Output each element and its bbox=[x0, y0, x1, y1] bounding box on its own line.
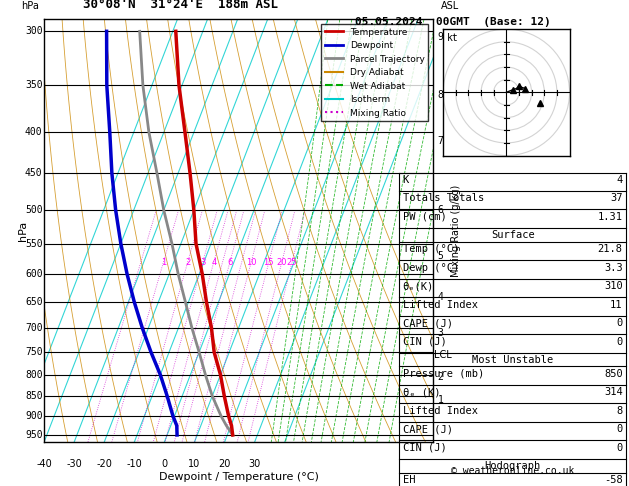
Text: 37: 37 bbox=[610, 193, 623, 204]
Text: 3.3: 3.3 bbox=[604, 262, 623, 273]
Text: CIN (J): CIN (J) bbox=[403, 336, 447, 347]
Text: Temp (°C): Temp (°C) bbox=[403, 244, 459, 254]
Text: Lifted Index: Lifted Index bbox=[403, 406, 477, 416]
Text: 950: 950 bbox=[25, 430, 43, 440]
Text: 8: 8 bbox=[616, 406, 623, 416]
Text: km
ASL: km ASL bbox=[441, 0, 459, 11]
Text: 0: 0 bbox=[616, 424, 623, 434]
Text: 30°08'N  31°24'E  188m ASL: 30°08'N 31°24'E 188m ASL bbox=[82, 0, 277, 11]
Text: 1: 1 bbox=[438, 395, 443, 405]
Text: 0: 0 bbox=[161, 459, 167, 469]
Text: Dewpoint / Temperature (°C): Dewpoint / Temperature (°C) bbox=[159, 472, 318, 482]
Text: 900: 900 bbox=[25, 411, 43, 421]
Text: 2: 2 bbox=[438, 372, 443, 382]
Text: 4: 4 bbox=[616, 175, 623, 185]
Text: 3: 3 bbox=[438, 328, 443, 338]
Text: 6: 6 bbox=[227, 258, 233, 267]
Text: 6: 6 bbox=[438, 205, 443, 215]
Text: 21.8: 21.8 bbox=[598, 244, 623, 254]
Text: 3: 3 bbox=[200, 258, 206, 267]
Text: CAPE (J): CAPE (J) bbox=[403, 424, 452, 434]
Text: 300: 300 bbox=[25, 26, 43, 36]
Text: 0: 0 bbox=[616, 443, 623, 453]
Text: CAPE (J): CAPE (J) bbox=[403, 318, 452, 328]
Text: -58: -58 bbox=[604, 475, 623, 485]
Text: PW (cm): PW (cm) bbox=[403, 212, 447, 222]
Text: 314: 314 bbox=[604, 387, 623, 398]
Text: 20: 20 bbox=[277, 258, 287, 267]
Text: 0: 0 bbox=[616, 336, 623, 347]
Text: Surface: Surface bbox=[491, 230, 535, 241]
Text: 550: 550 bbox=[25, 239, 43, 248]
Text: -30: -30 bbox=[66, 459, 82, 469]
Text: Mixing Ratio (g/kg): Mixing Ratio (g/kg) bbox=[452, 185, 461, 277]
Text: 15: 15 bbox=[264, 258, 274, 267]
Text: Dewp (°C): Dewp (°C) bbox=[403, 262, 459, 273]
Text: 450: 450 bbox=[25, 168, 43, 178]
Text: 850: 850 bbox=[25, 391, 43, 401]
Text: 8: 8 bbox=[438, 90, 443, 100]
Text: 4: 4 bbox=[438, 292, 443, 302]
Text: kt: kt bbox=[447, 33, 459, 43]
Text: Most Unstable: Most Unstable bbox=[472, 355, 554, 365]
Text: 10: 10 bbox=[188, 459, 201, 469]
Text: 310: 310 bbox=[604, 281, 623, 291]
Text: -10: -10 bbox=[126, 459, 142, 469]
Text: EH: EH bbox=[403, 475, 415, 485]
Text: 700: 700 bbox=[25, 323, 43, 333]
Text: 7: 7 bbox=[438, 136, 443, 146]
Text: 650: 650 bbox=[25, 297, 43, 307]
Legend: Temperature, Dewpoint, Parcel Trajectory, Dry Adiabat, Wet Adiabat, Isotherm, Mi: Temperature, Dewpoint, Parcel Trajectory… bbox=[321, 24, 428, 122]
Text: 30: 30 bbox=[248, 459, 260, 469]
Text: 5: 5 bbox=[438, 251, 443, 261]
Text: 11: 11 bbox=[610, 299, 623, 310]
Text: 1: 1 bbox=[161, 258, 166, 267]
Text: 9: 9 bbox=[438, 32, 443, 42]
Text: 1.31: 1.31 bbox=[598, 212, 623, 222]
Text: 0: 0 bbox=[616, 318, 623, 328]
Text: Totals Totals: Totals Totals bbox=[403, 193, 484, 204]
Text: 800: 800 bbox=[25, 370, 43, 380]
Text: 25: 25 bbox=[287, 258, 298, 267]
Text: 350: 350 bbox=[25, 80, 43, 90]
Text: 10: 10 bbox=[246, 258, 257, 267]
Text: 20: 20 bbox=[218, 459, 231, 469]
Text: K: K bbox=[403, 175, 409, 185]
Text: hPa: hPa bbox=[21, 1, 38, 11]
Text: θₑ(K): θₑ(K) bbox=[403, 281, 434, 291]
Text: hPa: hPa bbox=[18, 221, 28, 241]
Text: 400: 400 bbox=[25, 127, 43, 137]
Text: 05.05.2024  00GMT  (Base: 12): 05.05.2024 00GMT (Base: 12) bbox=[355, 17, 551, 27]
Text: Pressure (mb): Pressure (mb) bbox=[403, 369, 484, 379]
Text: CIN (J): CIN (J) bbox=[403, 443, 447, 453]
Text: © weatheronline.co.uk: © weatheronline.co.uk bbox=[451, 466, 574, 476]
Text: 500: 500 bbox=[25, 205, 43, 215]
Text: 2: 2 bbox=[185, 258, 191, 267]
Text: -20: -20 bbox=[96, 459, 112, 469]
Text: θₑ (K): θₑ (K) bbox=[403, 387, 440, 398]
Text: 4: 4 bbox=[211, 258, 216, 267]
Text: LCL: LCL bbox=[435, 349, 452, 360]
Text: Lifted Index: Lifted Index bbox=[403, 299, 477, 310]
Text: Hodograph: Hodograph bbox=[484, 461, 541, 471]
Text: 750: 750 bbox=[25, 347, 43, 357]
Text: 600: 600 bbox=[25, 269, 43, 279]
Text: -40: -40 bbox=[36, 459, 52, 469]
Text: 850: 850 bbox=[604, 369, 623, 379]
